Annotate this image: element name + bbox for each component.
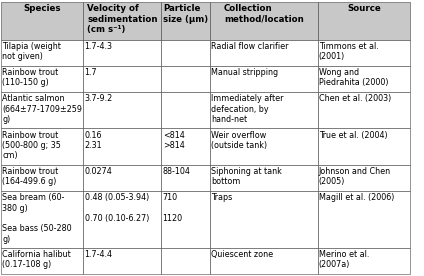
Text: Species: Species: [23, 4, 61, 13]
Bar: [83, 248, 162, 274]
Bar: [162, 92, 210, 128]
Text: Source: Source: [347, 4, 381, 13]
Bar: [1, 128, 83, 165]
Bar: [83, 191, 162, 248]
Bar: [1, 66, 83, 92]
Text: 0.0274: 0.0274: [84, 167, 112, 176]
Bar: [210, 165, 318, 191]
Text: Velocity of
sedimentation
(cm s⁻¹): Velocity of sedimentation (cm s⁻¹): [87, 4, 158, 34]
Text: Weir overflow
(outside tank): Weir overflow (outside tank): [211, 131, 267, 150]
Bar: [162, 128, 210, 165]
Text: California halibut
(0.17-108 g): California halibut (0.17-108 g): [2, 250, 71, 269]
Bar: [210, 92, 318, 128]
Text: 0.48 (0.05-3.94)

0.70 (0.10-6.27): 0.48 (0.05-3.94) 0.70 (0.10-6.27): [84, 193, 149, 223]
Bar: [318, 92, 410, 128]
Bar: [162, 191, 210, 248]
Text: Particle
size (μm): Particle size (μm): [163, 4, 208, 24]
Bar: [318, 2, 410, 39]
Text: Immediately after
defecation, by
hand-net: Immediately after defecation, by hand-ne…: [211, 94, 284, 124]
Text: 710

1120: 710 1120: [163, 193, 183, 223]
Bar: [162, 2, 210, 39]
Bar: [210, 39, 318, 66]
Text: 1.7-4.3: 1.7-4.3: [84, 42, 112, 51]
Bar: [162, 248, 210, 274]
Bar: [83, 39, 162, 66]
Text: Collection
method/location: Collection method/location: [224, 4, 304, 24]
Text: Magill et al. (2006): Magill et al. (2006): [319, 193, 394, 202]
Text: 1.7: 1.7: [84, 68, 97, 77]
Text: Timmons et al.
(2001): Timmons et al. (2001): [319, 42, 379, 61]
Bar: [318, 248, 410, 274]
Text: Quiescent zone: Quiescent zone: [211, 250, 273, 259]
Bar: [83, 165, 162, 191]
Bar: [83, 92, 162, 128]
Bar: [210, 191, 318, 248]
Bar: [318, 39, 410, 66]
Bar: [1, 191, 83, 248]
Text: Traps: Traps: [211, 193, 232, 202]
Bar: [210, 2, 318, 39]
Text: Radial flow clarifier: Radial flow clarifier: [211, 42, 289, 51]
Text: Siphoning at tank
bottom: Siphoning at tank bottom: [211, 167, 282, 187]
Bar: [162, 165, 210, 191]
Bar: [1, 165, 83, 191]
Text: True et al. (2004): True et al. (2004): [319, 131, 388, 140]
Bar: [318, 191, 410, 248]
Bar: [1, 92, 83, 128]
Bar: [1, 39, 83, 66]
Bar: [83, 2, 162, 39]
Bar: [83, 128, 162, 165]
Bar: [83, 66, 162, 92]
Text: Sea bream (60-
380 g)

Sea bass (50-280
g): Sea bream (60- 380 g) Sea bass (50-280 g…: [2, 193, 72, 244]
Text: Tilapia (weight
not given): Tilapia (weight not given): [2, 42, 61, 61]
Bar: [1, 2, 83, 39]
Text: Johnson and Chen
(2005): Johnson and Chen (2005): [319, 167, 391, 187]
Text: Rainbow trout
(500-800 g; 35
cm): Rainbow trout (500-800 g; 35 cm): [2, 131, 61, 160]
Bar: [210, 66, 318, 92]
Text: Wong and
Piedrahita (2000): Wong and Piedrahita (2000): [319, 68, 388, 87]
Bar: [1, 248, 83, 274]
Text: 0.16
2.31: 0.16 2.31: [84, 131, 102, 150]
Text: Rainbow trout
(164-499.6 g): Rainbow trout (164-499.6 g): [2, 167, 59, 187]
Text: Rainbow trout
(110-150 g): Rainbow trout (110-150 g): [2, 68, 59, 87]
Bar: [318, 66, 410, 92]
Bar: [318, 165, 410, 191]
Bar: [162, 66, 210, 92]
Text: Chen et al. (2003): Chen et al. (2003): [319, 94, 391, 103]
Bar: [318, 128, 410, 165]
Bar: [210, 248, 318, 274]
Text: 88-104: 88-104: [163, 167, 190, 176]
Text: Atlantic salmon
(664±77-1709±259
g): Atlantic salmon (664±77-1709±259 g): [2, 94, 82, 124]
Text: 1.7-4.4: 1.7-4.4: [84, 250, 112, 259]
Bar: [210, 128, 318, 165]
Text: 3.7-9.2: 3.7-9.2: [84, 94, 113, 103]
Text: Merino et al.
(2007a): Merino et al. (2007a): [319, 250, 369, 269]
Text: Manual stripping: Manual stripping: [211, 68, 278, 77]
Bar: [162, 39, 210, 66]
Text: <814
>814: <814 >814: [163, 131, 184, 150]
